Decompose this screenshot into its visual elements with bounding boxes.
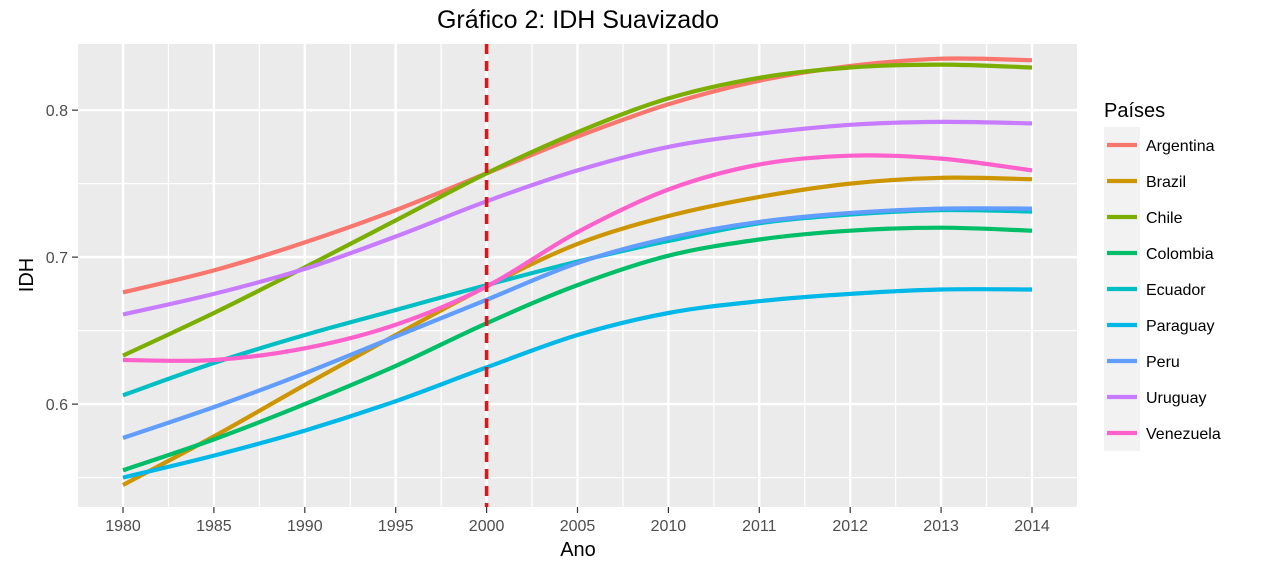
x-axis-title: Ano bbox=[560, 539, 596, 561]
y-axis: 0.6 0.7 0.8 bbox=[46, 103, 78, 414]
series-line-brazil bbox=[122, 175, 1033, 487]
x-tick-label: 1980 bbox=[105, 518, 141, 535]
series-line-argentina bbox=[122, 56, 1033, 295]
series-lines bbox=[122, 56, 1033, 487]
y-tick-label: 0.7 bbox=[46, 250, 68, 267]
x-tick-label: 2010 bbox=[651, 518, 687, 535]
x-tick-label: 1990 bbox=[287, 518, 323, 535]
x-tick-label: 2013 bbox=[923, 518, 959, 535]
legend-label-brazil: Brazil bbox=[1146, 174, 1186, 191]
y-tick-label: 0.8 bbox=[46, 103, 68, 120]
x-tick-label: 2012 bbox=[832, 518, 868, 535]
legend-label-venezuela: Venezuela bbox=[1146, 426, 1221, 443]
legend-label-uruguay: Uruguay bbox=[1146, 390, 1206, 407]
x-tick-label: 1995 bbox=[378, 518, 414, 535]
legend-label-paraguay: Paraguay bbox=[1146, 318, 1215, 335]
chart-title: Gráfico 2: IDH Suavizado bbox=[437, 6, 719, 34]
series-line-colombia bbox=[122, 225, 1033, 473]
legend-label-argentina: Argentina bbox=[1146, 138, 1215, 155]
x-tick-label: 2005 bbox=[560, 518, 596, 535]
x-tick-label: 2011 bbox=[742, 518, 777, 535]
series-line-chile bbox=[122, 62, 1033, 358]
x-tick-label: 1985 bbox=[196, 518, 232, 535]
y-axis-title: IDH bbox=[16, 258, 38, 292]
x-tick-label: 2000 bbox=[469, 518, 505, 535]
legend-title: Países bbox=[1104, 100, 1165, 122]
y-tick-label: 0.6 bbox=[46, 397, 68, 414]
series-line-uruguay bbox=[122, 119, 1033, 317]
series-line-peru bbox=[122, 206, 1033, 440]
legend-label-colombia: Colombia bbox=[1146, 246, 1214, 263]
legend-label-peru: Peru bbox=[1146, 354, 1180, 371]
legend: Países Argentina Brazil Chile Colombia Ecuad… bbox=[1104, 100, 1221, 451]
x-axis: 1980 1985 1990 1995 2000 2005 2010 2011 2012 2013… bbox=[105, 507, 1050, 535]
series-line-venezuela bbox=[122, 153, 1033, 363]
major-gridlines bbox=[78, 44, 1077, 507]
x-tick-label: 2014 bbox=[1014, 518, 1050, 535]
series-line-paraguay bbox=[122, 287, 1033, 480]
legend-label-chile: Chile bbox=[1146, 210, 1183, 227]
legend-label-ecuador: Ecuador bbox=[1146, 282, 1206, 299]
